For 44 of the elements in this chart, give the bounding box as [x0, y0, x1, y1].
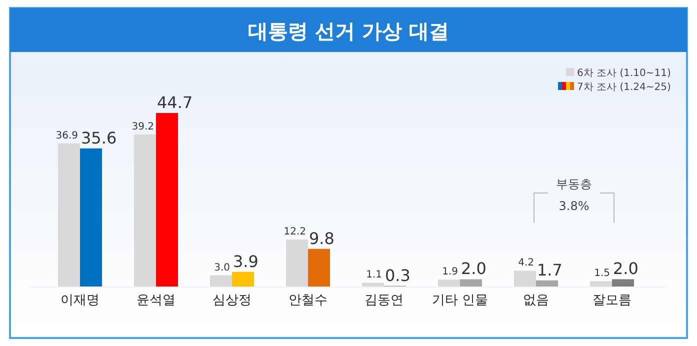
x-tick-label: 잘모름 [592, 293, 632, 308]
bar [134, 134, 156, 287]
chart-title: 대통령 선거 가상 대결 [248, 19, 449, 43]
bar [58, 143, 80, 287]
data-label: 39.2 [132, 121, 154, 132]
data-label: 1.1 [366, 270, 382, 281]
data-label: 4.2 [518, 258, 534, 269]
bar [286, 240, 308, 287]
data-label: 0.3 [385, 266, 410, 285]
bar [156, 113, 178, 287]
data-label: 12.2 [284, 226, 306, 238]
bar [210, 275, 232, 287]
annotation: 부동층 [556, 177, 592, 191]
data-label: 1.7 [537, 260, 562, 280]
x-tick-label: 윤석열 [136, 293, 176, 308]
data-label: 44.7 [157, 93, 193, 112]
legend-label: 6차 조사 (1.10~11) [577, 68, 671, 79]
data-label: 2.0 [613, 259, 638, 278]
data-label: 3.0 [214, 262, 230, 274]
data-label: 9.8 [309, 228, 334, 248]
data-label: 3.9 [233, 252, 258, 271]
x-tick-label: 안철수 [288, 293, 328, 308]
bar [232, 272, 254, 287]
bar [612, 279, 634, 287]
data-label: 35.6 [81, 128, 117, 148]
x-tick-label: 없음 [523, 293, 549, 308]
x-tick-label: 김동연 [364, 293, 404, 308]
bar [460, 279, 482, 287]
data-label: 1.9 [442, 266, 458, 278]
bar [536, 280, 558, 287]
bar [514, 270, 536, 287]
bar [308, 248, 330, 287]
data-label: 1.5 [594, 268, 610, 280]
x-tick-label: 이재명 [60, 293, 100, 308]
x-tick-label: 심상정 [212, 293, 252, 308]
bar [438, 280, 460, 287]
data-label: 2.0 [461, 259, 486, 278]
bar [362, 282, 384, 287]
data-label: 36.9 [56, 130, 78, 142]
legend-label: 7차 조사 (1.24~25) [577, 82, 671, 93]
bar [80, 148, 102, 287]
bar [590, 281, 612, 287]
x-tick-label: 기타 인물 [432, 293, 488, 308]
annotation: 3.8% [558, 199, 590, 213]
